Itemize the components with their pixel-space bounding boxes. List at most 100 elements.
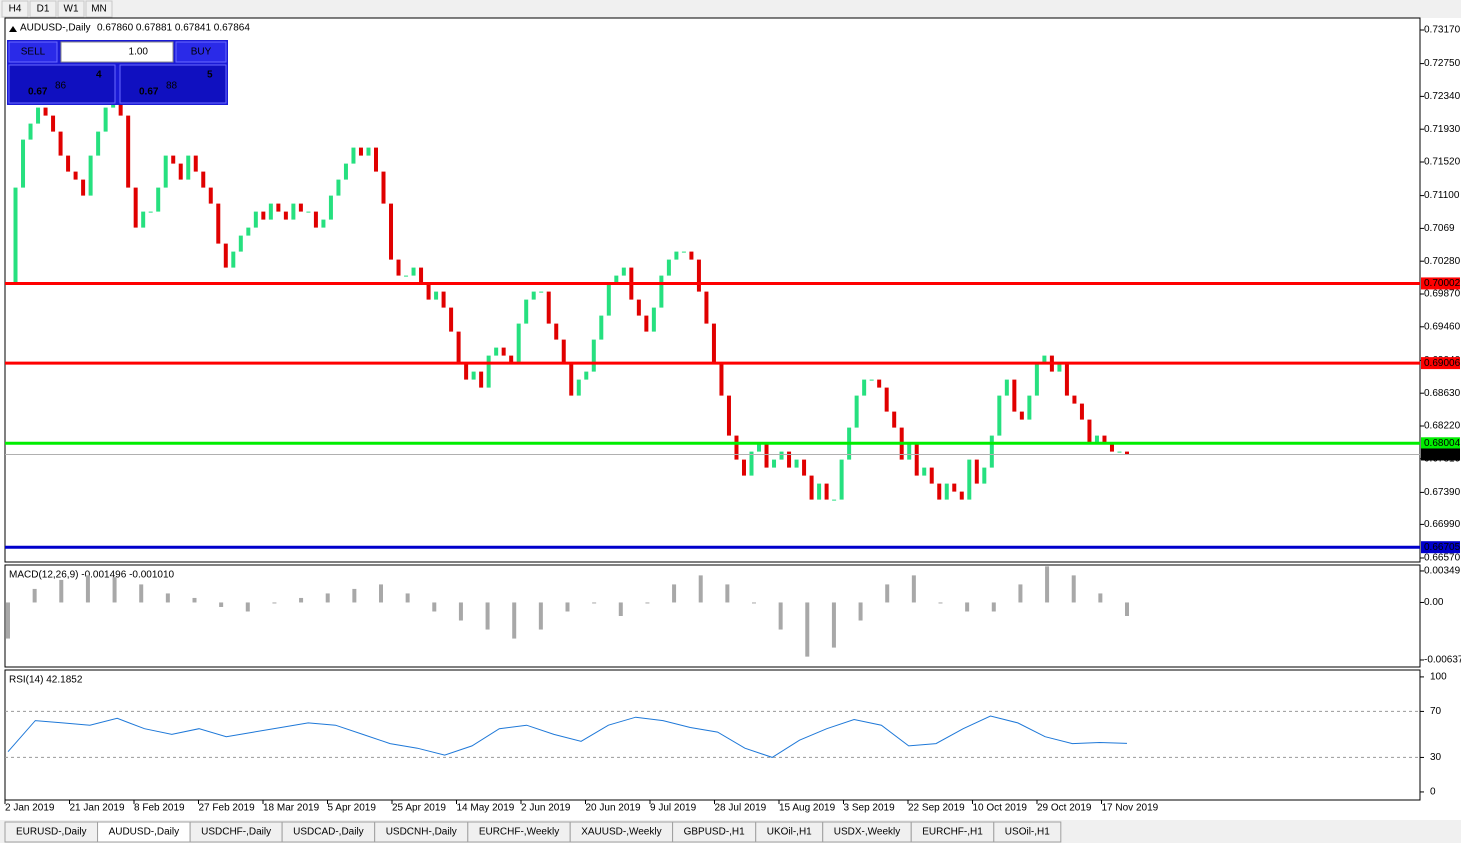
candle-body <box>404 275 409 277</box>
candle-body <box>306 211 311 213</box>
candle-body <box>283 211 288 220</box>
candle-body <box>749 451 754 476</box>
candle-body <box>1004 379 1009 396</box>
timeframe-button[interactable] <box>57 0 85 18</box>
candle-body <box>276 203 281 212</box>
candle-body <box>434 291 439 300</box>
level-label-box <box>1421 277 1460 290</box>
candle-body <box>298 203 303 212</box>
candle-body <box>449 307 454 332</box>
ask-big: 0.67 <box>139 87 159 98</box>
candle-body <box>711 323 716 364</box>
candle-body <box>764 443 769 468</box>
macd-bar <box>725 584 730 603</box>
candle-body <box>246 227 251 236</box>
candle-body <box>419 267 424 284</box>
candle-body <box>1012 379 1017 412</box>
candle-body <box>201 171 206 188</box>
macd-bar <box>618 602 623 616</box>
sell-button[interactable] <box>8 41 58 63</box>
candle-body <box>238 235 243 252</box>
timeframe-button[interactable] <box>85 0 113 18</box>
candle-body <box>734 435 739 460</box>
candle-body <box>141 211 146 228</box>
candle-body <box>464 363 469 380</box>
candle-body <box>802 459 807 476</box>
candle-body <box>554 323 559 340</box>
candle-body <box>366 147 371 156</box>
candle-body <box>501 347 506 356</box>
candle-body <box>892 411 897 428</box>
y-tick-label: 0.66990 <box>1424 519 1461 530</box>
candle-body <box>546 291 551 324</box>
panel-title: MACD(12,26,9) -0.001496 -0.001010 <box>9 570 175 581</box>
candle-body <box>839 459 844 500</box>
y-tick-label: 0.66570 <box>1424 553 1461 564</box>
lot-input[interactable] <box>60 41 174 63</box>
macd-bar <box>485 602 490 630</box>
ask-box[interactable] <box>119 64 227 104</box>
candle-body <box>569 363 574 396</box>
candle-body <box>794 459 799 468</box>
tab[interactable] <box>993 821 1062 843</box>
candle-body <box>862 379 867 396</box>
candle-body <box>997 395 1002 436</box>
rsi-line <box>7 715 1128 758</box>
candle-body <box>779 451 784 460</box>
candle-body <box>471 371 476 380</box>
bid-main: 86 <box>55 81 67 92</box>
candle-body <box>321 219 326 228</box>
x-tick-label: 8 Feb 2019 <box>134 803 185 814</box>
x-tick-label: 17 Nov 2019 <box>1102 803 1159 814</box>
candle-body <box>832 499 837 501</box>
candle-body <box>494 347 499 356</box>
candle-body <box>1042 355 1047 364</box>
candle-body <box>967 459 972 500</box>
candle-body <box>719 363 724 396</box>
macd-bar <box>272 602 277 604</box>
tab-label: USDCAD-,Daily <box>293 827 364 838</box>
candle-body <box>516 323 521 364</box>
y-tick-label: 0 <box>1430 787 1436 798</box>
candle-body <box>539 291 544 293</box>
macd-bar <box>85 575 90 603</box>
candle-body <box>389 203 394 260</box>
candle-body <box>509 355 514 364</box>
candle-body <box>291 203 296 220</box>
candle-body <box>1094 435 1099 444</box>
tab-label: EURUSD-,Daily <box>16 827 87 838</box>
candle-body <box>877 379 882 388</box>
candle-body <box>253 211 258 228</box>
candle-body <box>937 483 942 500</box>
candle-body <box>809 475 814 500</box>
timeframe-button[interactable] <box>1 0 29 18</box>
x-tick-label: 14 May 2019 <box>457 803 515 814</box>
candle-body <box>644 315 649 332</box>
candle-body <box>343 163 348 180</box>
y-tick-label: 0.70280 <box>1424 256 1461 267</box>
candle-body <box>974 459 979 484</box>
buy-button[interactable] <box>175 41 227 63</box>
panel-title: AUDUSD-,Daily <box>20 23 91 34</box>
macd-bar <box>672 584 677 603</box>
y-tick-label: 0.71520 <box>1424 157 1461 168</box>
macd-bar <box>645 602 650 604</box>
candle-body <box>396 259 401 276</box>
bid-box[interactable] <box>8 64 116 104</box>
timeframe-button[interactable] <box>29 0 57 18</box>
ask-main: 88 <box>166 81 178 92</box>
buy-label: BUY <box>191 47 212 58</box>
candle-body <box>854 395 859 428</box>
timeframe-label: MN <box>91 4 107 15</box>
candle-body <box>216 203 221 244</box>
tab-label: EURCHF-,Weekly <box>479 827 559 838</box>
level-label-box <box>1421 541 1460 554</box>
macd-bar <box>805 602 810 657</box>
macd-bar <box>1018 584 1023 603</box>
macd-bar <box>458 602 463 621</box>
y-tick-label: 30 <box>1430 752 1442 763</box>
candle-body <box>73 171 78 180</box>
candle-body <box>171 155 176 164</box>
candle-body <box>704 291 709 324</box>
macd-bar <box>325 593 330 603</box>
